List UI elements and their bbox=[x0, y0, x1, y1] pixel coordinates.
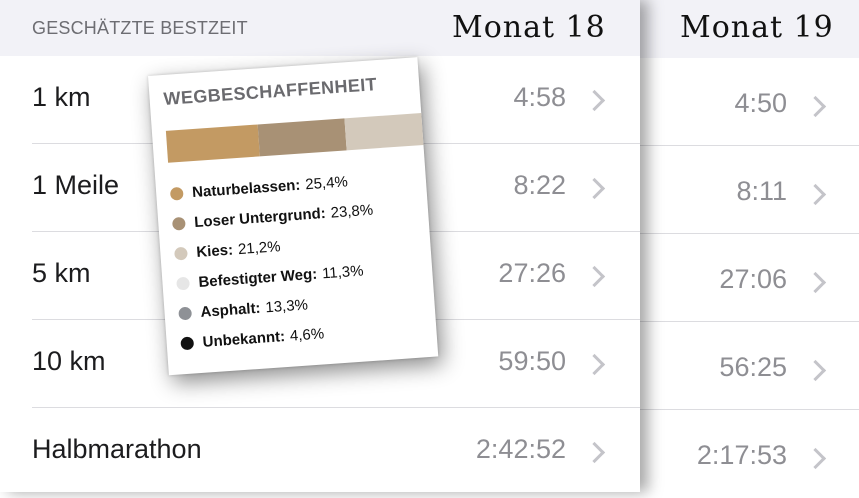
row-divider bbox=[640, 409, 859, 410]
chevron-right-icon bbox=[583, 89, 606, 112]
section-title: GESCHÄTZTE BESTZEIT bbox=[32, 18, 248, 38]
row-divider bbox=[640, 233, 859, 234]
month-19-panel: Monat 19 4:50 8:11 27:06 56:25 2:17:53 bbox=[640, 0, 859, 492]
distance-label: Halbmarathon bbox=[32, 434, 202, 464]
chevron-right-icon bbox=[583, 441, 606, 464]
surface-type-percent: 21,2% bbox=[237, 237, 282, 258]
chevron-right-icon bbox=[804, 95, 827, 118]
best-time-value: 59:50 bbox=[498, 346, 566, 376]
legend-dot-icon bbox=[176, 276, 190, 290]
surface-stacked-bar bbox=[165, 113, 424, 163]
row-divider bbox=[640, 145, 859, 146]
best-time-row[interactable]: Halbmarathon 2:42:52 bbox=[0, 408, 640, 496]
surface-legend: Naturbelassen: 25,4% Loser Untergrund: 23,8… bbox=[169, 165, 382, 359]
best-time-row-m19[interactable]: 8:11 bbox=[640, 146, 859, 234]
surface-type-label: Asphalt: bbox=[199, 299, 262, 321]
legend-dot-icon bbox=[171, 216, 186, 231]
chevron-right-icon bbox=[583, 353, 606, 376]
legend-dot-icon bbox=[180, 335, 195, 350]
chevron-right-icon bbox=[804, 271, 827, 294]
chevron-right-icon bbox=[583, 265, 606, 288]
surface-type-label: Befestigter Weg: bbox=[197, 265, 318, 291]
distance-label: 5 km bbox=[32, 258, 91, 288]
legend-dot-icon bbox=[173, 246, 188, 261]
month-18-label: Monat 18 bbox=[452, 10, 606, 45]
best-time-value: 2:42:52 bbox=[475, 434, 566, 464]
best-time-value: 27:06 bbox=[719, 264, 787, 294]
best-time-row-m19[interactable]: 2:17:53 bbox=[640, 410, 859, 498]
best-time-value: 8:11 bbox=[736, 176, 787, 206]
surface-type-label: Unbekannt: bbox=[202, 327, 286, 351]
best-time-row-m19[interactable]: 56:25 bbox=[640, 322, 859, 410]
row-divider bbox=[32, 407, 640, 408]
surface-type-percent: 25,4% bbox=[304, 172, 349, 193]
surface-bar-segment bbox=[258, 118, 347, 157]
section-header: GESCHÄTZTE BESTZEIT Monat 18 bbox=[0, 0, 640, 56]
best-time-value: 8:22 bbox=[513, 170, 566, 200]
surface-type-percent: 11,3% bbox=[321, 261, 365, 282]
surface-bar-segment bbox=[165, 124, 261, 163]
best-time-row-m19[interactable]: 4:50 bbox=[640, 58, 859, 146]
surface-type-label: Kies: bbox=[195, 241, 234, 261]
row-divider bbox=[640, 321, 859, 322]
best-time-value: 2:17:53 bbox=[696, 440, 787, 470]
legend-dot-icon bbox=[169, 186, 184, 201]
best-time-row[interactable]: 10 km 59:50 bbox=[0, 320, 640, 408]
surface-card-title: WEGBESCHAFFENHEIT bbox=[162, 74, 378, 109]
chevron-right-icon bbox=[804, 183, 827, 206]
chevron-right-icon bbox=[804, 447, 827, 470]
surface-bar-segment bbox=[344, 113, 424, 151]
distance-label: 1 km bbox=[32, 82, 91, 112]
surface-type-card: WEGBESCHAFFENHEIT Naturbelassen: 25,4% Los… bbox=[148, 57, 439, 376]
month-19-header: Monat 19 bbox=[640, 0, 859, 58]
best-time-value: 27:26 bbox=[498, 258, 566, 288]
chevron-right-icon bbox=[804, 359, 827, 382]
chevron-right-icon bbox=[583, 177, 606, 200]
surface-type-percent: 23,8% bbox=[330, 201, 374, 222]
distance-label: 10 km bbox=[32, 346, 106, 376]
legend-dot-icon bbox=[178, 306, 193, 320]
surface-type-percent: 13,3% bbox=[264, 295, 309, 316]
month-19-label: Monat 19 bbox=[680, 10, 834, 45]
best-time-value: 4:58 bbox=[513, 82, 566, 112]
surface-type-percent: 4,6% bbox=[289, 324, 325, 345]
surface-type-label: Naturbelassen: bbox=[191, 176, 301, 201]
best-time-value: 56:25 bbox=[719, 352, 787, 382]
best-time-row-m19[interactable]: 27:06 bbox=[640, 234, 859, 322]
distance-label: 1 Meile bbox=[32, 170, 120, 200]
best-time-value: 4:50 bbox=[734, 88, 787, 118]
surface-type-label: Loser Untergrund: bbox=[193, 204, 327, 231]
